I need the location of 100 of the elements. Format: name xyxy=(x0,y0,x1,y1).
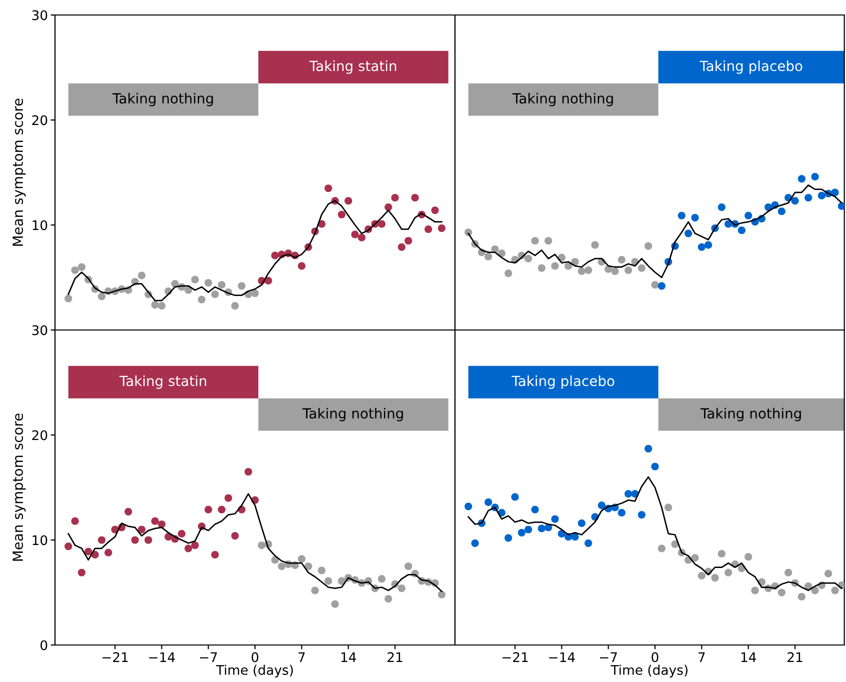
point xyxy=(151,300,159,309)
point xyxy=(324,184,332,192)
point xyxy=(618,508,626,517)
point xyxy=(658,544,666,552)
point xyxy=(698,243,706,251)
point xyxy=(531,506,539,514)
point xyxy=(331,600,339,608)
x-tick-label: 21 xyxy=(788,652,802,662)
x-tick-label: −14 xyxy=(549,652,575,662)
point xyxy=(244,468,252,476)
x-axis-title: Time (days) xyxy=(610,664,688,678)
point xyxy=(78,568,86,576)
point xyxy=(504,534,512,542)
point xyxy=(424,225,432,234)
point xyxy=(311,586,319,594)
point xyxy=(464,502,472,510)
point xyxy=(638,510,646,519)
point xyxy=(104,548,112,556)
point xyxy=(98,292,106,300)
point xyxy=(811,586,819,594)
y-tick-label: 30 xyxy=(32,10,48,20)
point xyxy=(271,252,279,260)
band-label: Taking statin xyxy=(309,60,396,74)
point xyxy=(84,548,92,556)
x-tick-label: 14 xyxy=(741,652,756,662)
point xyxy=(191,276,199,284)
band-label: Taking nothing xyxy=(700,408,801,422)
point xyxy=(64,294,72,302)
point xyxy=(678,212,686,220)
point xyxy=(404,236,412,245)
y-axis-title: Mean symptom score xyxy=(12,414,26,561)
point xyxy=(411,194,419,202)
point xyxy=(598,502,606,510)
point xyxy=(298,262,306,270)
point xyxy=(711,574,719,582)
x-tick-label: 21 xyxy=(388,652,402,662)
point xyxy=(204,506,212,514)
point xyxy=(651,462,659,470)
point xyxy=(324,577,332,585)
point xyxy=(484,252,492,260)
point xyxy=(218,506,226,514)
point xyxy=(791,197,799,205)
point xyxy=(438,590,446,598)
point xyxy=(798,174,806,183)
point xyxy=(378,575,386,583)
point xyxy=(404,562,412,570)
point xyxy=(164,533,172,541)
band-label: Taking nothing xyxy=(302,408,403,422)
point xyxy=(644,242,652,250)
point xyxy=(231,302,239,310)
point xyxy=(744,552,752,561)
x-axis-title: Time (days) xyxy=(216,664,293,678)
band-label: Taking placebo xyxy=(512,375,614,389)
point xyxy=(124,508,132,516)
point xyxy=(384,594,392,603)
band-label: Taking nothing xyxy=(112,92,213,106)
point xyxy=(338,577,346,585)
band-label: Taking nothing xyxy=(512,92,613,106)
point xyxy=(831,586,839,594)
point xyxy=(338,210,346,218)
point xyxy=(184,286,192,294)
point xyxy=(578,267,586,276)
point xyxy=(511,493,519,501)
point xyxy=(691,214,699,222)
point xyxy=(198,296,206,304)
point xyxy=(264,276,272,284)
point xyxy=(318,566,326,574)
point xyxy=(358,234,366,242)
point xyxy=(524,254,532,262)
point xyxy=(738,226,746,234)
point xyxy=(384,203,392,211)
point xyxy=(584,539,592,547)
point xyxy=(398,584,406,592)
point xyxy=(78,263,86,271)
x-tick-label: −21 xyxy=(102,652,128,662)
point xyxy=(224,494,232,502)
point xyxy=(158,520,166,528)
point xyxy=(344,197,352,205)
x-tick-label: −7 xyxy=(200,652,217,662)
point xyxy=(778,208,786,216)
point xyxy=(351,230,359,238)
point xyxy=(618,256,626,264)
point xyxy=(144,536,152,544)
point xyxy=(518,528,526,536)
band-label: Taking placebo xyxy=(700,60,802,74)
point xyxy=(544,236,552,245)
point xyxy=(71,266,79,274)
point xyxy=(98,536,106,544)
point xyxy=(524,526,532,534)
point xyxy=(778,588,786,596)
point xyxy=(298,555,306,563)
point xyxy=(624,490,632,498)
point xyxy=(798,592,806,601)
point xyxy=(398,243,406,251)
point xyxy=(138,272,146,280)
point xyxy=(138,526,146,534)
x-tick-label: 7 xyxy=(698,652,705,662)
point xyxy=(211,290,219,298)
point xyxy=(551,262,559,270)
point xyxy=(644,444,652,452)
